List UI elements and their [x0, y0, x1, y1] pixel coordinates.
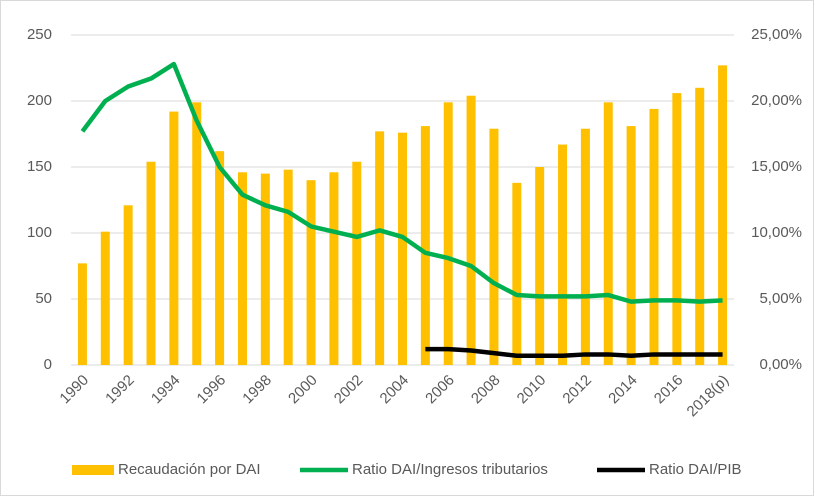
bar [558, 144, 568, 365]
bar [443, 102, 453, 365]
bar [352, 161, 362, 365]
bar [329, 172, 339, 365]
y-tick-label: 150 [27, 158, 52, 175]
bar [146, 161, 156, 365]
bar [375, 131, 385, 365]
y2-tick-label: 15,00% [751, 158, 802, 175]
bar [283, 169, 293, 365]
y-tick-label: 0 [44, 356, 52, 373]
bar [398, 132, 407, 365]
bar [489, 128, 499, 365]
bar [535, 167, 545, 365]
bar [169, 111, 179, 365]
line [80, 61, 723, 304]
bar [306, 180, 316, 365]
bar [192, 102, 202, 365]
y-tick-label: 50 [35, 290, 52, 307]
y2-tick-label: 0,00% [759, 356, 802, 373]
bar [123, 205, 133, 365]
legend-swatch [72, 465, 114, 475]
line [425, 346, 723, 359]
y2-tick-label: 10,00% [751, 224, 802, 241]
legend-label: Recaudación por DAI [118, 461, 261, 478]
legend-label: Ratio DAI/Ingresos tributarios [352, 461, 548, 478]
legend-label: Ratio DAI/PIB [649, 461, 742, 478]
bar [672, 93, 682, 365]
y2-tick-label: 20,00% [751, 92, 802, 109]
bar [649, 108, 659, 366]
bar [260, 173, 270, 365]
y-tick-label: 100 [27, 224, 52, 241]
bar [626, 126, 636, 365]
bar [215, 151, 225, 365]
bar [695, 87, 705, 366]
bar [603, 102, 613, 365]
bar [580, 128, 590, 365]
bar [420, 126, 430, 365]
bar [237, 172, 247, 365]
bar [100, 231, 110, 365]
y-tick-label: 200 [27, 92, 52, 109]
y-tick-label: 250 [27, 26, 52, 43]
bar [512, 182, 522, 365]
y2-tick-label: 5,00% [759, 290, 802, 307]
bar [718, 65, 728, 366]
y2-tick-label: 25,00% [751, 26, 802, 43]
bar [77, 263, 87, 365]
bar [466, 95, 476, 365]
